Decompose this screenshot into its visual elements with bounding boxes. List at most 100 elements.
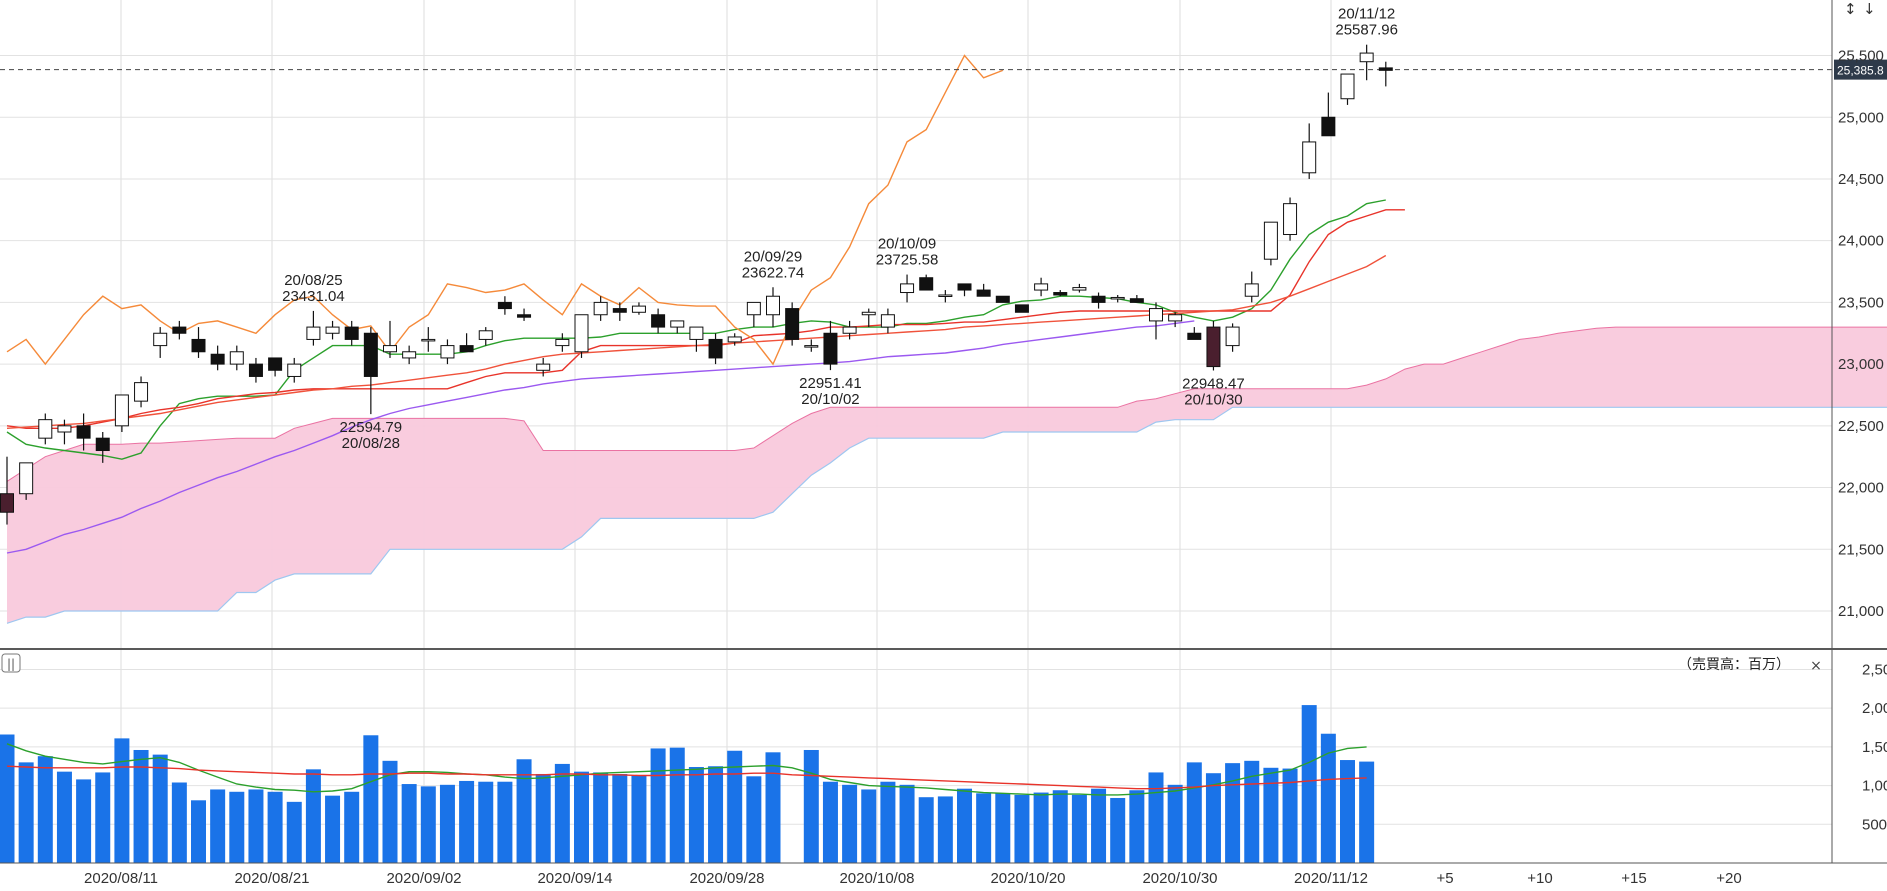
candle-down [363,332,378,377]
volume-bar [1320,733,1336,863]
annotation-date: 20/08/28 [342,435,400,452]
resize-icon: ↕ [1844,0,1857,18]
volume-bar [1186,762,1202,863]
volume-bar [1340,760,1355,863]
candle-down [76,425,91,439]
volume-bar [248,789,264,863]
candle-down [1187,332,1202,340]
candle-up [670,320,685,328]
volume-bar [114,738,130,863]
x-axis-label: 2020/08/11 [84,870,158,887]
volume-bar [229,791,245,863]
volume-bar [1244,760,1260,863]
annotation-value: 22951.41 [799,375,862,392]
candle-up [804,345,819,348]
volume-bar [612,773,628,863]
volume-bar [210,789,226,863]
candle-down [459,345,474,353]
candle-up [1302,141,1317,174]
volume-bar [1205,773,1221,863]
volume-bar [459,780,475,863]
candle-up [114,394,129,427]
candle-up [555,338,570,347]
candle-up [1359,52,1374,63]
candle-down [1053,292,1068,296]
candle-up [938,294,953,297]
candle-up [134,382,149,402]
volume-bar [899,784,915,863]
annotation-date: 20/11/12 [1338,6,1395,23]
volume-bar [861,789,877,863]
candle-down [1321,116,1336,137]
candle-up [38,419,53,439]
volume-bar [325,795,341,863]
volume-bar [765,752,781,863]
candlesticks [0,44,1393,525]
volume-bar [152,754,168,863]
annotation-date: 20/08/25 [284,272,342,289]
current-price-tag-text: 25,385.8 [1837,64,1884,78]
candle-down [651,314,666,328]
volume-bar [708,766,724,863]
axis-labels: 21,000 21,500 22,000 22,500 23,000 23,500 24,0… [84,48,1887,887]
candle-down [172,326,187,334]
price-axis-tick: 23,500 [1838,294,1884,311]
volume-axis-tick: 500 [1862,816,1887,833]
candle-down [0,493,14,513]
volume-bar [133,749,149,863]
candle-down [1378,67,1393,71]
volume-bar [937,796,953,863]
candle-up [57,425,72,433]
candle-down [95,437,110,452]
price-axis-tick: 25,500 [1838,48,1884,65]
annotation-value: 23622.74 [742,264,805,281]
volume-bar [727,750,743,863]
price-axis-tick: 21,500 [1838,541,1884,558]
volume-bar [957,788,972,863]
annotation-value: 25587.96 [1335,22,1398,39]
candle-down [517,314,532,318]
candle-up [1340,73,1355,100]
x-axis-label: 2020/11/12 [1294,870,1368,887]
candle-up [1149,308,1163,322]
volume-bar [631,775,647,863]
candle-down [1206,326,1221,368]
x-axis-label: +20 [1716,870,1741,887]
volume-bar [1052,790,1068,863]
x-axis-label: 2020/10/20 [990,870,1065,887]
volume-bar [822,781,838,863]
volume-bar [1129,790,1145,863]
x-axis-label: 2020/09/14 [537,870,612,887]
price-axis-tick: 23,000 [1838,356,1884,373]
volume-bar [1071,794,1087,863]
volume-bar [669,747,685,863]
candle-up [1244,283,1259,297]
candle-up [287,363,302,377]
ichimoku-cloud [6,326,1887,624]
volume-bar [56,771,72,863]
candle-up [306,326,321,340]
candle-up [153,332,168,347]
annotation-date: 20/10/02 [801,391,859,408]
volume-bar [574,771,589,863]
candle-up [229,351,244,365]
candle-down [191,338,206,353]
volume-bar [1148,772,1164,863]
volume-bar [995,793,1011,863]
candle-up [593,301,608,316]
volume-ma-long [6,765,1367,790]
candle-up [689,326,704,340]
volume-bar [842,784,858,863]
candle-up [440,345,455,359]
candle-up [880,314,895,328]
x-axis-label: 2020/09/02 [386,870,461,887]
volume-bar [803,749,819,863]
volume-bar [401,784,417,863]
current-price-tag [1834,59,1887,80]
annotation-value: 23725.58 [876,252,939,269]
candle-up [325,326,340,334]
price-axis-tick: 24,000 [1838,233,1884,250]
annotation-date: 20/09/29 [744,248,802,265]
volume-bar [1014,794,1030,863]
candle-down [268,357,283,371]
